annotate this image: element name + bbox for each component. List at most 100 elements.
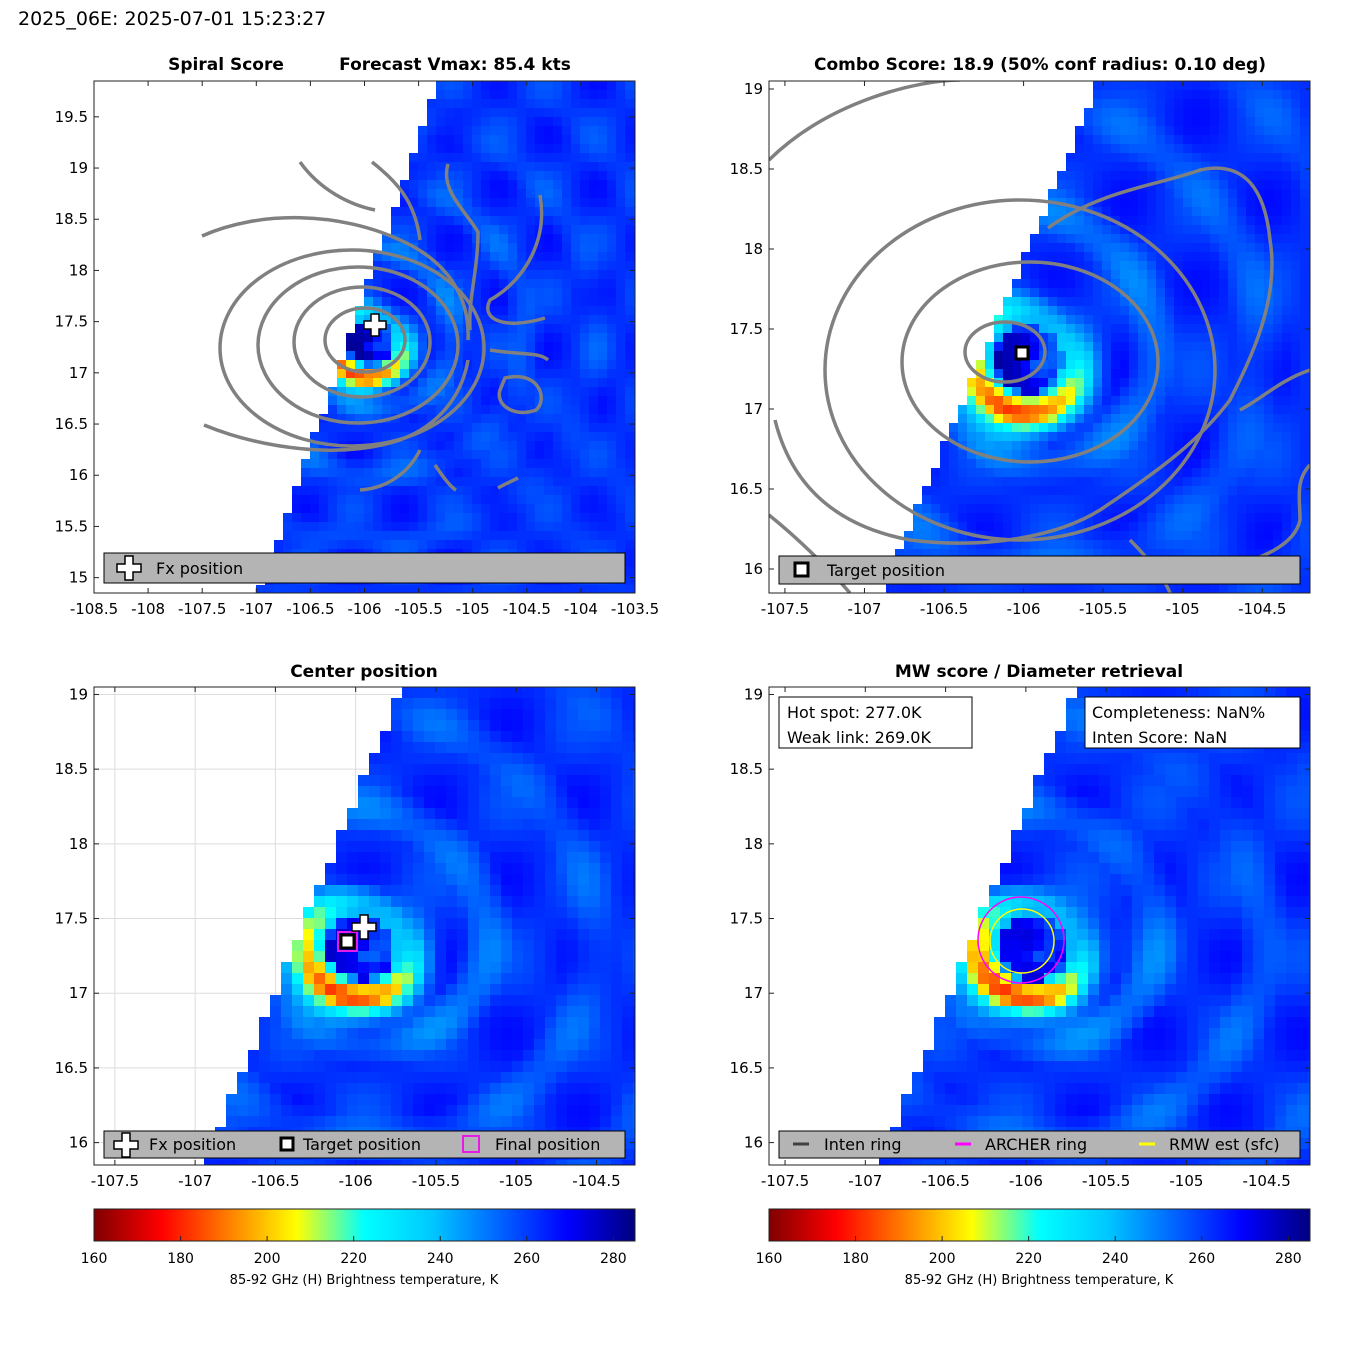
heatmap-cell — [535, 333, 545, 343]
heatmap-cell — [940, 486, 950, 496]
heatmap-cell — [535, 252, 545, 262]
heatmap-cell — [1120, 270, 1130, 280]
heatmap-cell — [427, 225, 437, 235]
heatmap-cell — [1039, 297, 1049, 307]
heatmap-cell — [580, 315, 590, 325]
heatmap-cell — [1129, 180, 1139, 190]
heatmap-cell — [1102, 333, 1112, 343]
heatmap-cell — [1111, 81, 1121, 91]
heatmap-cell — [270, 1006, 282, 1018]
heatmap-cell — [1066, 369, 1076, 379]
heatmap-cell — [1282, 90, 1292, 100]
heatmap-cell — [1030, 333, 1040, 343]
heatmap-cell — [567, 995, 579, 1007]
heatmap-cell — [534, 764, 546, 776]
heatmap-cell — [508, 531, 518, 541]
heatmap-cell — [1210, 531, 1220, 541]
heatmap-cell — [445, 333, 455, 343]
heatmap-cell — [1057, 513, 1067, 523]
heatmap-cell — [1165, 225, 1175, 235]
heatmap-cell — [490, 698, 502, 710]
heatmap-cell — [562, 117, 572, 127]
heatmap-cell — [490, 731, 502, 743]
heatmap-cell — [319, 585, 329, 593]
heatmap-cell — [1291, 99, 1301, 109]
heatmap-cell — [535, 90, 545, 100]
heatmap-cell — [454, 531, 464, 541]
heatmap-cell — [922, 549, 932, 559]
heatmap-cell — [523, 819, 535, 831]
heatmap-cell — [336, 918, 348, 930]
heatmap-cell — [427, 189, 437, 199]
axes: -108.5 -108 -107.5 -107 -106.5 -106 -105.5 -105… — [55, 81, 659, 618]
heatmap-cell — [517, 585, 527, 593]
y-tick-label: 18.5 — [55, 210, 88, 228]
heatmap-cell — [1201, 405, 1211, 415]
heatmap-cell — [454, 360, 464, 370]
heatmap-cell — [435, 720, 447, 732]
heatmap-cell — [1300, 117, 1310, 127]
x-tick-label: -104 — [564, 600, 598, 618]
heatmap-cell — [1129, 477, 1139, 487]
heatmap-cell — [391, 585, 401, 593]
heatmap-cell — [1075, 297, 1085, 307]
heatmap-cell — [1192, 585, 1202, 593]
heatmap-cell — [622, 885, 634, 897]
heatmap-cell — [499, 495, 509, 505]
x-tick-label: -107 — [847, 600, 881, 618]
heatmap-cell — [1012, 522, 1022, 532]
heatmap-cell — [1237, 531, 1247, 541]
heatmap-cell — [1156, 270, 1166, 280]
heatmap-cell — [545, 830, 557, 842]
heatmap-cell — [301, 459, 311, 469]
heatmap-cell — [508, 495, 518, 505]
heatmap-cell — [976, 504, 986, 514]
heatmap-cell — [523, 918, 535, 930]
heatmap-cell — [589, 929, 601, 941]
heatmap-cell — [508, 414, 518, 424]
heatmap-cell — [1183, 432, 1193, 442]
heatmap-cell — [589, 90, 599, 100]
heatmap-cell — [436, 585, 446, 593]
heatmap-cell — [457, 973, 469, 985]
heatmap-cell — [517, 405, 527, 415]
heatmap-cell — [1228, 108, 1238, 118]
heatmap-cell — [1219, 180, 1229, 190]
heatmap-cell — [544, 432, 554, 442]
heatmap-cell — [544, 522, 554, 532]
target-legend-icon — [793, 561, 810, 578]
heatmap-cell — [454, 324, 464, 334]
heatmap-cell — [358, 786, 370, 798]
heatmap-cell — [499, 90, 509, 100]
heatmap-cell — [508, 504, 518, 514]
heatmap-cell — [499, 522, 509, 532]
x-tick-label: -105.5 — [394, 600, 442, 618]
heatmap-cell — [380, 940, 392, 952]
heatmap-cell — [633, 797, 635, 809]
heatmap-cell — [479, 896, 491, 908]
heatmap-cell — [1192, 90, 1202, 100]
heatmap-cell — [1255, 378, 1265, 388]
heatmap-cell — [600, 1017, 612, 1029]
heatmap-cell — [1138, 306, 1148, 316]
heatmap-cell — [1282, 396, 1292, 406]
heatmap-cell — [1039, 396, 1049, 406]
heatmap-cell — [468, 852, 480, 864]
heatmap-cell — [523, 775, 535, 787]
heatmap-cell — [1183, 540, 1193, 550]
heatmap-cell — [607, 216, 617, 226]
heatmap-cell — [1273, 513, 1283, 523]
heatmap-cell — [391, 907, 403, 919]
heatmap-cell — [1111, 180, 1121, 190]
heatmap-cell — [976, 432, 986, 442]
heatmap-cell — [499, 342, 509, 352]
heatmap-cell — [985, 585, 995, 593]
heatmap-cell — [427, 540, 437, 550]
heatmap-cell — [490, 243, 500, 253]
heatmap-cell — [1201, 135, 1211, 145]
heatmap-cell — [355, 306, 365, 316]
heatmap-cell — [436, 324, 446, 334]
heatmap-cell — [1174, 477, 1184, 487]
heatmap-cell — [499, 189, 509, 199]
heatmap-cell — [445, 234, 455, 244]
